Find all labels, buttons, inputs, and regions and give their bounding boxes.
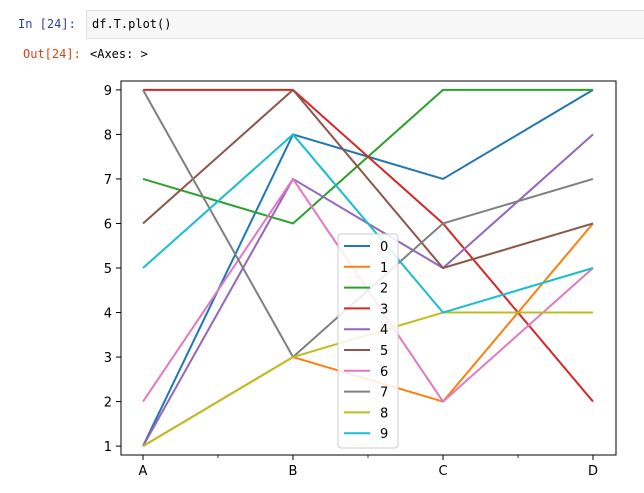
output-text: <Axes: > (90, 47, 148, 61)
y-tick-label: 1 (104, 440, 112, 455)
legend-label: 1 (380, 261, 388, 276)
code-input-cell[interactable]: df.T.plot() (86, 10, 644, 39)
input-prompt: In [24]: (18, 17, 76, 31)
x-tick-label: B (289, 464, 298, 479)
legend-label: 5 (380, 344, 388, 359)
y-tick-label: 6 (104, 217, 112, 232)
legend-label: 8 (380, 406, 388, 421)
x-tick-label: D (588, 464, 598, 479)
legend-label: 4 (380, 323, 388, 338)
output-prompt: Out[24]: (23, 47, 81, 61)
y-tick-label: 4 (104, 307, 112, 322)
legend-label: 3 (380, 302, 388, 317)
legend-label: 0 (380, 240, 388, 255)
y-tick-label: 5 (104, 262, 112, 277)
code-text[interactable]: df.T.plot() (92, 17, 172, 31)
y-tick-label: 3 (104, 351, 112, 366)
legend-label: 7 (380, 386, 388, 401)
legend-label: 2 (380, 282, 388, 297)
legend-label: 9 (380, 427, 388, 442)
legend-label: 6 (380, 365, 388, 380)
x-tick-label: C (438, 464, 447, 479)
x-tick-label: A (139, 464, 148, 479)
y-tick-label: 7 (104, 173, 112, 188)
y-tick-label: 8 (104, 128, 112, 143)
series-line-5 (142, 88, 594, 269)
y-tick-label: 2 (104, 396, 112, 411)
y-tick-label: 9 (104, 84, 112, 99)
series-line-9 (142, 133, 594, 314)
